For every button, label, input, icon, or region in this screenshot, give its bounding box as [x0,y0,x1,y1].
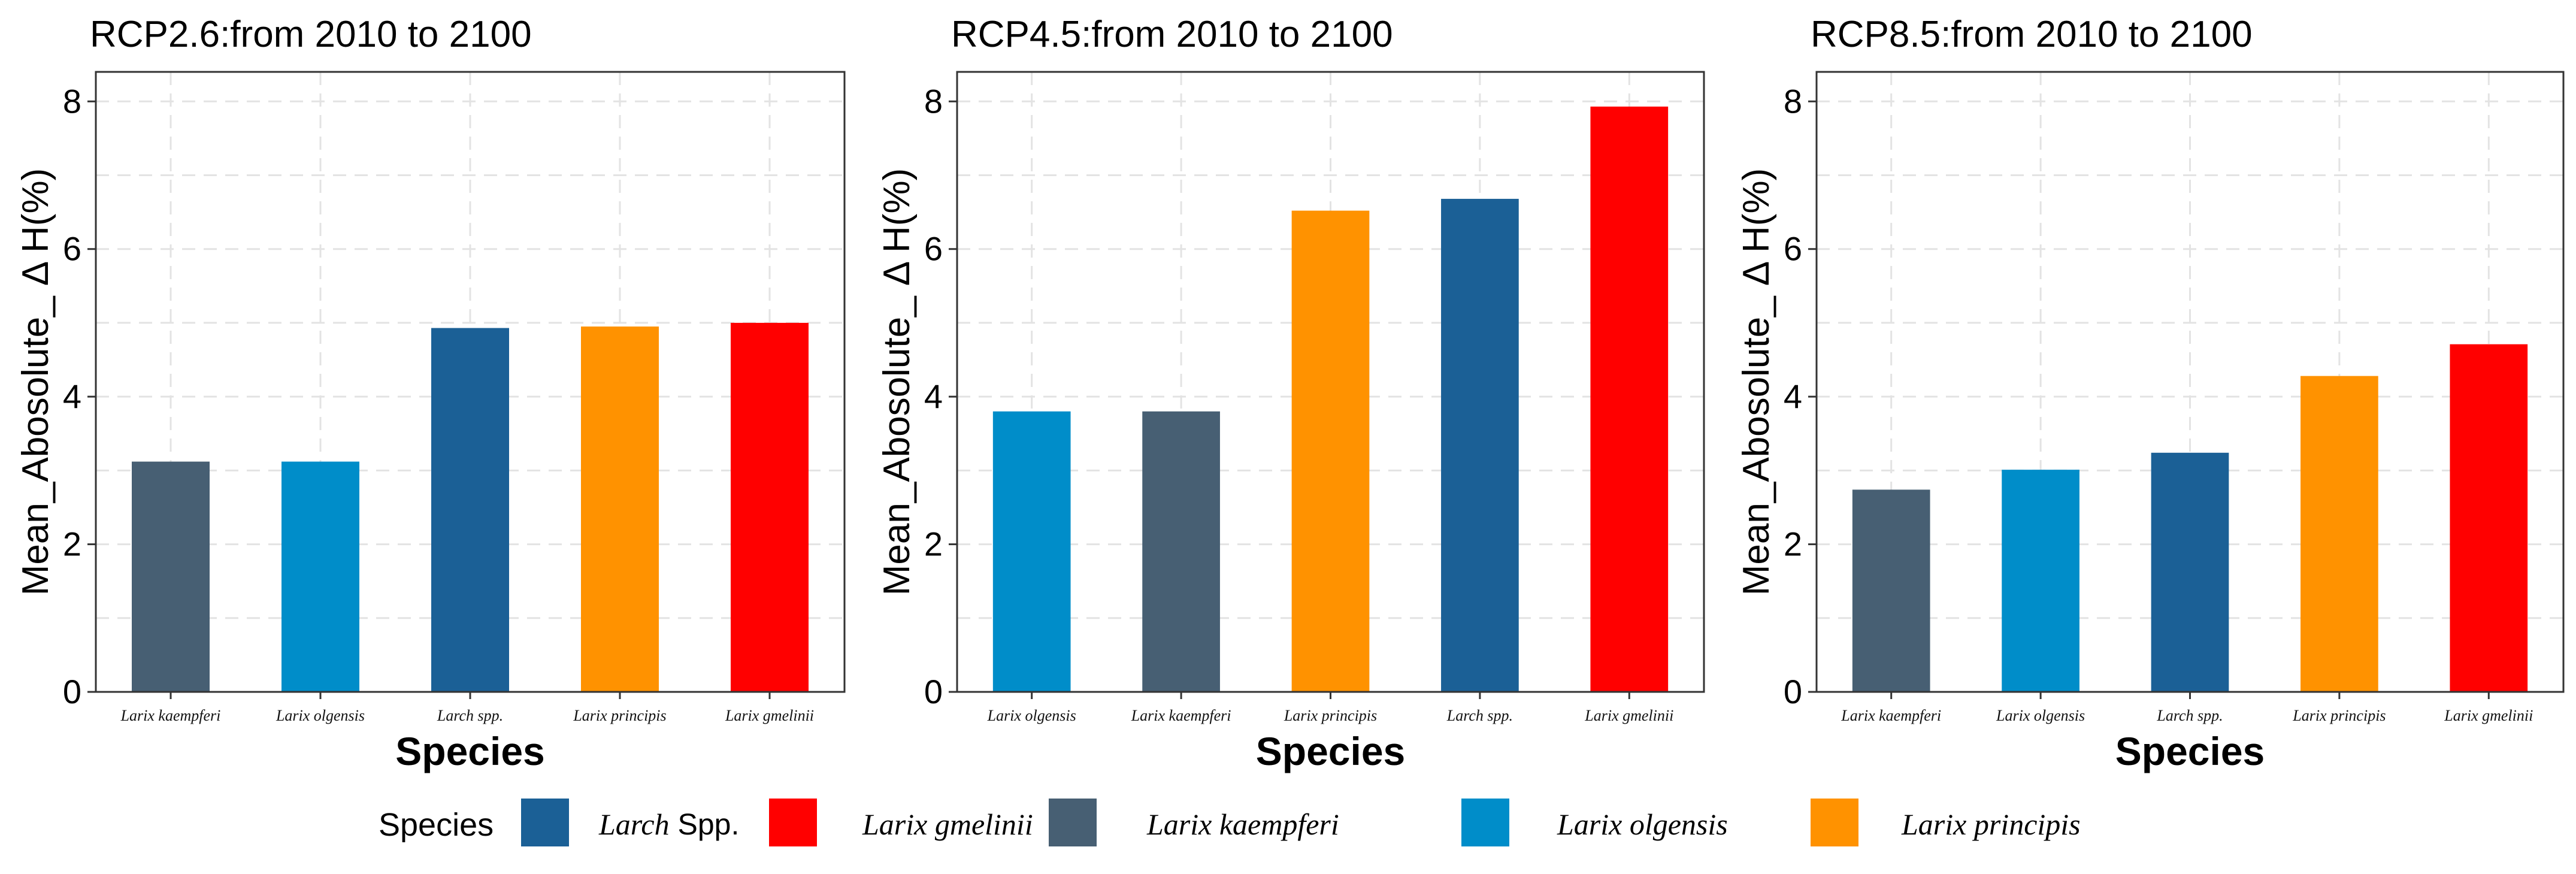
y-tick-label: 2 [63,525,81,563]
bar-larch [431,328,509,692]
bar-principis [2300,376,2378,692]
bar-kaempferi [132,461,210,692]
legend-key [521,799,569,846]
x-tick-label: Larix principis [573,707,666,724]
chart-panel-1: RCP2.6:from 2010 to 2100 0 2 4 6 8 Larix kaemp… [15,14,846,773]
y-tick-label: 8 [63,82,81,120]
legend-label: Larix kaempferi [1146,808,1339,841]
y-tick-label: 2 [924,525,943,563]
x-tick-label: Larix gmelinii [725,707,814,724]
legend-label: Larix olgensis [1557,808,1728,841]
y-tick-label: 2 [1784,525,1802,563]
y-tick-label: 4 [63,377,81,415]
y-tick-label: 0 [1784,673,1802,710]
bar-kaempferi [1852,489,1930,692]
chart-title: RCP8.5:from 2010 to 2100 [1811,14,2253,55]
legend-item-larch: Larch Spp. [521,799,739,846]
legend: Species Larch Spp. Larix gmelinii Larix kae… [379,799,2081,846]
x-axis-label: Species [395,729,545,773]
x-tick-label: Larix principis [2292,707,2386,724]
x-tick-label: Larix principis [1284,707,1377,724]
x-tick-label: Larix kaempferi [120,707,221,724]
y-tick-label: 8 [924,82,943,120]
x-axis-label: Species [2115,729,2265,773]
x-tick-label: Larch spp. [1446,707,1513,724]
chart-title: RCP2.6:from 2010 to 2100 [90,14,532,55]
x-tick-label: Larix kaempferi [1131,707,1231,724]
y-axis-label: Mean_Abosolute_ Δ H(%) [876,168,918,595]
legend-key [1811,799,1858,846]
legend-key [769,799,817,846]
x-tick-label: Larix gmelinii [1584,707,1673,724]
y-tick-label: 6 [924,230,943,268]
y-axis-label: Mean_Abosolute_ Δ H(%) [1736,168,1777,595]
legend-key [1461,799,1509,846]
y-axis-label: Mean_Abosolute_ Δ H(%) [15,168,56,595]
y-tick-label: 4 [924,377,943,415]
legend-label: Larch Spp. [598,808,739,841]
x-axis-label: Species [1256,729,1406,773]
legend-item-principis: Larix principis [1811,799,2081,846]
x-tick-label: Larix gmelinii [2444,707,2533,724]
bar-gmelinii [1590,106,1669,692]
bar-principis [581,326,659,692]
legend-item-olgensis: Larix olgensis [1461,799,1728,846]
legend-title: Species [379,807,494,843]
bar-gmelinii [731,322,809,692]
bar-olgensis [992,411,1071,692]
bar-larch [1441,198,1519,692]
bar-gmelinii [2450,344,2528,692]
chart-title: RCP4.5:from 2010 to 2100 [951,14,1393,55]
bar-larch [2151,452,2229,692]
legend-key [1049,799,1097,846]
bar-olgensis [2002,470,2079,692]
y-tick-label: 6 [63,230,81,268]
legend-label: Larix gmelinii [862,808,1033,841]
legend-label: Larix principis [1901,808,2081,841]
bar-kaempferi [1142,411,1220,692]
y-tick-label: 0 [924,673,943,710]
bar-olgensis [281,461,359,692]
y-tick-label: 0 [63,673,81,710]
x-tick-label: Larch spp. [437,707,503,724]
bar-principis [1291,210,1370,692]
y-tick-label: 6 [1784,230,1802,268]
x-tick-label: Larix olgensis [276,707,365,724]
x-tick-label: Larix kaempferi [1841,707,1941,724]
chart-panel-2: RCP4.5:from 2010 to 2100 0 2 4 6 8 Larix olgen… [876,14,1705,773]
y-tick-label: 4 [1784,377,1802,415]
x-tick-label: Larix olgensis [1996,707,2085,724]
chart-panel-3: RCP8.5:from 2010 to 2100 0 2 4 6 8 Larix kaemp… [1736,14,2565,773]
legend-item-kaempferi: Larix kaempferi [1049,799,1339,846]
y-tick-label: 8 [1784,82,1802,120]
legend-item-gmelinii: Larix gmelinii [769,799,1033,846]
x-tick-label: Larch spp. [2156,707,2223,724]
x-tick-label: Larix olgensis [987,707,1076,724]
